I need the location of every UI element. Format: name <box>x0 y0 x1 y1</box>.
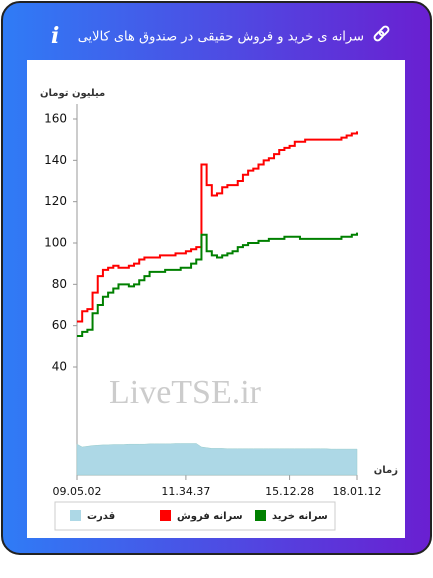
x-tick-label: 15.12.28 <box>265 485 314 498</box>
legend-swatch[interactable] <box>70 510 81 521</box>
x-tick-label: 11.34.37 <box>161 485 210 498</box>
watermark: LiveTSE.ir <box>109 374 262 411</box>
y-axis-label: میلیون تومان <box>40 88 105 99</box>
legend-swatch[interactable] <box>160 510 171 521</box>
header-title: سرانه ی خرید و فروش حقیقی در صندوق های ک… <box>78 30 364 45</box>
link-icon[interactable] <box>373 25 390 42</box>
legend-label[interactable]: قدرت <box>87 511 115 522</box>
y-tick-label: 60 <box>52 318 67 332</box>
legend-label[interactable]: سرانه خرید <box>272 511 328 522</box>
y-tick-label: 140 <box>44 153 67 167</box>
info-icon[interactable]: i <box>51 23 59 49</box>
series-line <box>77 232 358 337</box>
x-tick-label: 18.01.12 <box>333 485 382 498</box>
x-axis-label: زمان <box>374 465 398 476</box>
y-tick-label: 120 <box>44 194 67 208</box>
series-line <box>77 131 358 323</box>
y-tick-label: 80 <box>52 277 67 291</box>
legend <box>54 501 336 531</box>
y-tick-label: 40 <box>52 360 67 374</box>
power-area <box>76 443 358 476</box>
legend-swatch[interactable] <box>255 510 266 521</box>
y-tick-label: 100 <box>44 236 67 250</box>
x-tick-label: 09.05.02 <box>53 485 102 498</box>
y-tick-label: 160 <box>44 112 67 126</box>
legend-label[interactable]: سرانه فروش <box>177 511 243 522</box>
